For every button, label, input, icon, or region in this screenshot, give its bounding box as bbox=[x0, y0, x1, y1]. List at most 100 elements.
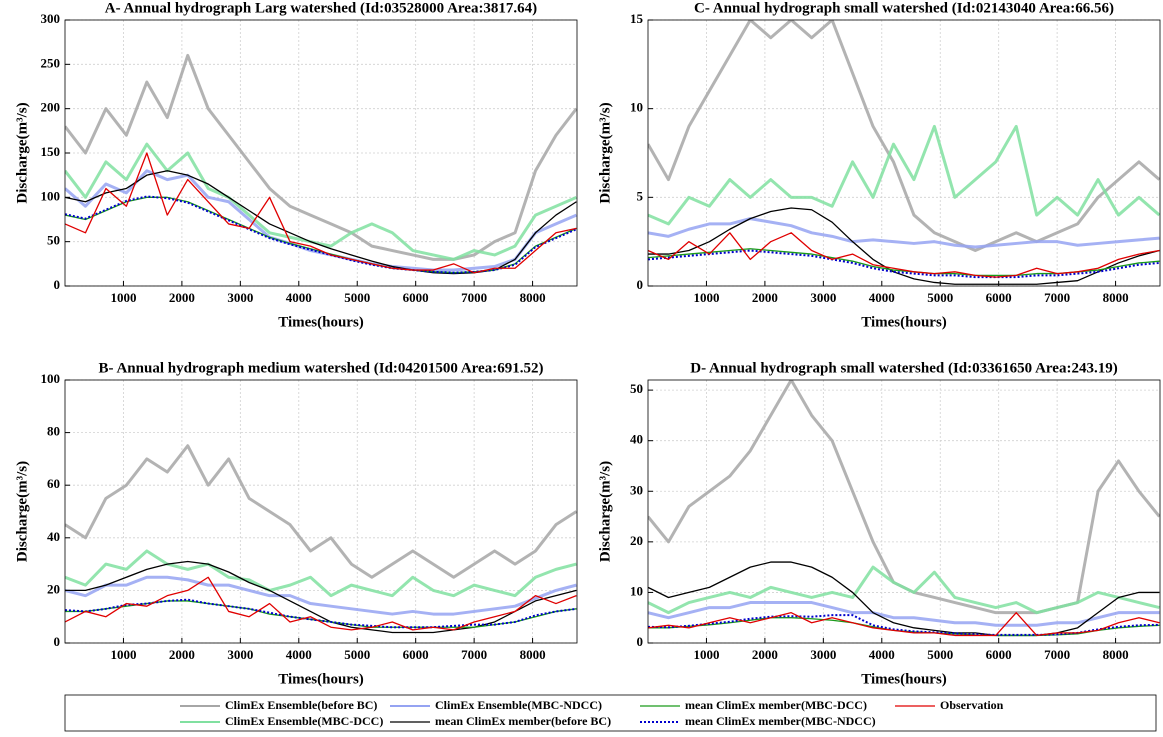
x-tick-label: 3000 bbox=[227, 290, 253, 305]
x-tick-label: 4000 bbox=[286, 647, 312, 662]
legend-label: Observation bbox=[940, 698, 1004, 712]
x-tick-label: 3000 bbox=[810, 290, 836, 305]
x-axis-label: Times(hours) bbox=[861, 671, 947, 687]
legend-label: mean ClimEx member(MBC-DCC) bbox=[685, 698, 867, 712]
series-line bbox=[65, 598, 577, 629]
series-line bbox=[648, 565, 1160, 615]
legend-label: mean ClimEx member(before BC) bbox=[435, 714, 611, 728]
y-axis-label: Discharge(m³/s) bbox=[14, 102, 30, 203]
panel: 1000 2000 3000 4000 5000 6000 7000 8000 0 50 100 15… bbox=[14, 0, 578, 330]
x-tick-label: 2000 bbox=[169, 647, 195, 662]
y-tick-label: 100 bbox=[41, 188, 61, 203]
x-tick-label: 5000 bbox=[344, 290, 370, 305]
x-tick-label: 6000 bbox=[986, 290, 1012, 305]
x-tick-label: 5000 bbox=[927, 290, 953, 305]
y-tick-label: 50 bbox=[47, 233, 60, 248]
legend-label: mean ClimEx member(MBC-NDCC) bbox=[685, 714, 876, 728]
series-line bbox=[648, 601, 1160, 627]
series-line bbox=[648, 612, 1160, 637]
y-tick-label: 0 bbox=[637, 277, 644, 292]
x-tick-label: 5000 bbox=[344, 647, 370, 662]
x-tick-label: 1000 bbox=[693, 647, 719, 662]
series-line bbox=[65, 142, 577, 261]
series-line bbox=[648, 207, 1160, 285]
x-axis-label: Times(hours) bbox=[861, 314, 947, 330]
y-tick-label: 5 bbox=[637, 188, 644, 203]
series-line bbox=[65, 560, 577, 634]
y-tick-label: 20 bbox=[47, 581, 60, 596]
x-tick-label: 1000 bbox=[693, 290, 719, 305]
legend-label: ClimEx Ensemble(MBC-DCC) bbox=[225, 714, 383, 728]
y-tick-label: 30 bbox=[630, 482, 643, 497]
y-tick-label: 250 bbox=[41, 55, 61, 70]
series-line bbox=[648, 217, 1160, 249]
x-tick-label: 4000 bbox=[869, 647, 895, 662]
x-tick-label: 3000 bbox=[810, 647, 836, 662]
y-tick-label: 40 bbox=[47, 529, 60, 544]
series-line bbox=[65, 53, 577, 261]
x-tick-label: 7000 bbox=[1044, 290, 1070, 305]
y-tick-label: 0 bbox=[54, 634, 61, 649]
x-axis-label: Times(hours) bbox=[278, 314, 364, 330]
chart-title: D- Annual hydrograph small watershed (Id… bbox=[690, 360, 1117, 376]
x-tick-label: 7000 bbox=[1044, 647, 1070, 662]
y-tick-label: 10 bbox=[630, 583, 643, 598]
series-line bbox=[65, 152, 577, 274]
legend-box bbox=[64, 694, 1157, 732]
series-line bbox=[648, 20, 1160, 253]
chart-title: A- Annual hydrograph Larg watershed (Id:… bbox=[105, 0, 537, 16]
y-tick-label: 200 bbox=[41, 100, 61, 115]
y-axis-label: Discharge(m³/s) bbox=[597, 461, 613, 562]
series-line bbox=[65, 576, 577, 631]
series-line bbox=[65, 575, 577, 616]
x-tick-label: 7000 bbox=[461, 290, 487, 305]
y-tick-label: 0 bbox=[54, 277, 61, 292]
series-line bbox=[65, 195, 577, 274]
panel: 1000 2000 3000 4000 5000 6000 7000 8000 0 20 40 60 8… bbox=[14, 360, 578, 687]
y-tick-label: 20 bbox=[630, 533, 643, 548]
plot-frame bbox=[647, 379, 1161, 644]
x-tick-label: 6000 bbox=[403, 647, 429, 662]
y-tick-label: 50 bbox=[630, 381, 643, 396]
x-tick-label: 1000 bbox=[110, 290, 136, 305]
chart-title: B- Annual hydrograph medium watershed (I… bbox=[99, 360, 544, 376]
y-tick-label: 40 bbox=[630, 432, 643, 447]
y-tick-label: 60 bbox=[47, 476, 60, 491]
series-line bbox=[65, 169, 577, 272]
x-tick-label: 1000 bbox=[110, 647, 136, 662]
panel: 1000 2000 3000 4000 5000 6000 7000 8000 0 5 10 15 C-… bbox=[597, 0, 1161, 330]
series-line bbox=[648, 124, 1160, 226]
y-axis-label: Discharge(m³/s) bbox=[597, 102, 613, 203]
series-line bbox=[65, 444, 577, 579]
y-tick-label: 150 bbox=[41, 144, 61, 159]
y-tick-label: 10 bbox=[630, 100, 643, 115]
panel: 1000 2000 3000 4000 5000 6000 7000 8000 0 10 20 30 4… bbox=[597, 360, 1161, 687]
series-line bbox=[648, 249, 1160, 279]
x-tick-label: 7000 bbox=[461, 647, 487, 662]
x-tick-label: 2000 bbox=[169, 290, 195, 305]
x-tick-label: 4000 bbox=[869, 290, 895, 305]
x-tick-label: 4000 bbox=[286, 290, 312, 305]
x-tick-label: 8000 bbox=[520, 647, 546, 662]
y-tick-label: 100 bbox=[41, 371, 61, 386]
legend-label: ClimEx Ensemble(before BC) bbox=[225, 698, 377, 712]
x-axis-label: Times(hours) bbox=[278, 671, 364, 687]
plot-frame bbox=[647, 19, 1161, 287]
y-tick-label: 0 bbox=[637, 634, 644, 649]
x-tick-label: 6000 bbox=[986, 647, 1012, 662]
x-tick-label: 2000 bbox=[752, 290, 778, 305]
x-tick-label: 2000 bbox=[752, 647, 778, 662]
chart-title: C- Annual hydrograph small watershed (Id… bbox=[694, 0, 1114, 16]
x-tick-label: 3000 bbox=[227, 647, 253, 662]
x-tick-label: 6000 bbox=[403, 290, 429, 305]
y-tick-label: 300 bbox=[41, 11, 61, 26]
x-tick-label: 8000 bbox=[1103, 290, 1129, 305]
series-line bbox=[648, 232, 1160, 278]
series-line bbox=[648, 561, 1160, 637]
plot-frame bbox=[64, 379, 578, 644]
plot-area bbox=[65, 380, 577, 643]
y-axis-label: Discharge(m³/s) bbox=[14, 461, 30, 562]
plot-area bbox=[648, 380, 1160, 643]
x-tick-label: 8000 bbox=[520, 290, 546, 305]
